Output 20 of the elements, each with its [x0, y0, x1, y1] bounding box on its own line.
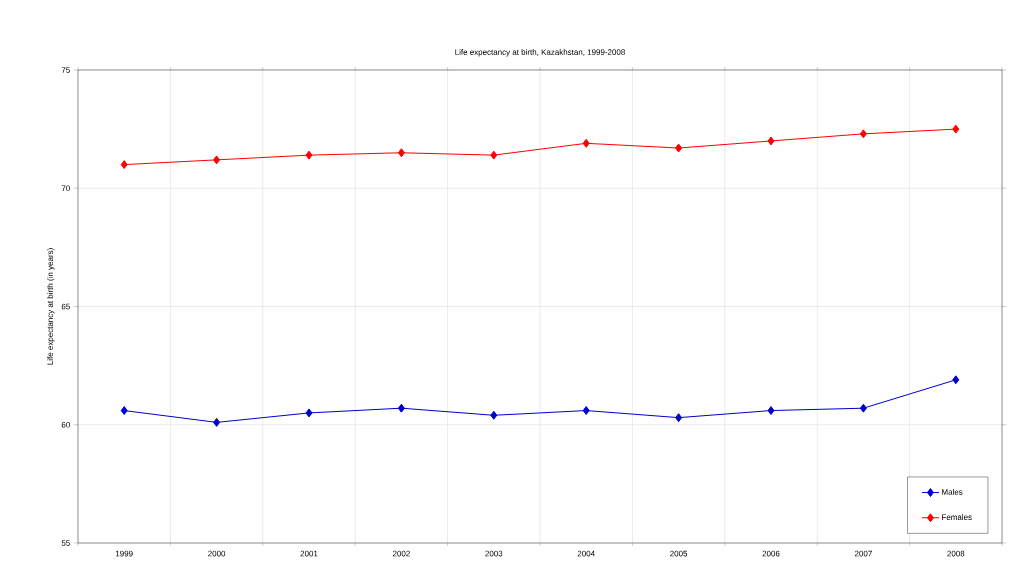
point: [490, 150, 498, 160]
point: [767, 136, 775, 146]
point: [582, 138, 590, 148]
point: [859, 403, 867, 413]
point: [213, 417, 221, 427]
point: [582, 406, 590, 416]
point: [213, 155, 221, 165]
point: [305, 408, 313, 418]
point: [397, 403, 405, 413]
point: [675, 413, 683, 423]
point: [952, 124, 960, 134]
point: [859, 129, 867, 139]
point: [952, 375, 960, 385]
point: [305, 150, 313, 160]
point: [120, 160, 128, 170]
point: [397, 148, 405, 158]
point: [120, 406, 128, 416]
point: [767, 406, 775, 416]
point: [675, 143, 683, 153]
point: [490, 410, 498, 420]
